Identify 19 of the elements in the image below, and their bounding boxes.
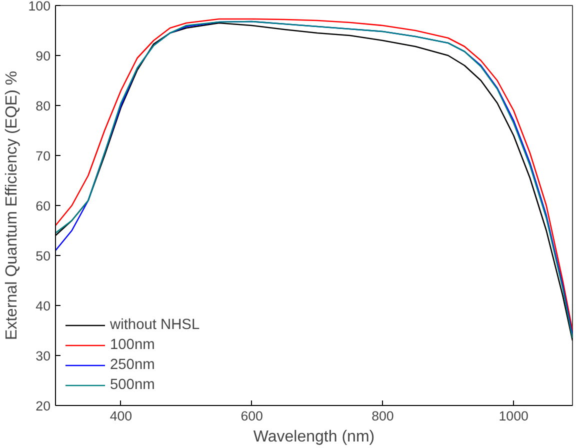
legend-label: 500nm	[110, 377, 155, 393]
y-axis-title: External Quantum Efficiency (EQE) %	[3, 70, 20, 340]
y-tick-label: 60	[36, 198, 51, 214]
y-tick-label: 80	[36, 98, 51, 114]
x-axis-title: Wavelength (nm)	[253, 428, 375, 446]
y-tick-label: 100	[28, 0, 51, 14]
x-tick-label: 600	[240, 408, 263, 424]
legend-label: without NHSL	[110, 317, 200, 333]
legend-label: 100nm	[110, 337, 155, 353]
y-tick-label: 40	[36, 298, 51, 314]
x-tick-label: 800	[372, 408, 394, 424]
y-tick-label: 50	[36, 248, 51, 264]
y-tick-label: 30	[36, 348, 51, 364]
y-tick-label: 20	[36, 398, 51, 414]
y-tick-label: 70	[36, 148, 51, 164]
x-tick-label: 400	[110, 408, 132, 424]
y-tick-label: 90	[36, 48, 51, 64]
x-tick-label: 1000	[498, 408, 528, 424]
legend-label: 250nm	[110, 357, 155, 373]
